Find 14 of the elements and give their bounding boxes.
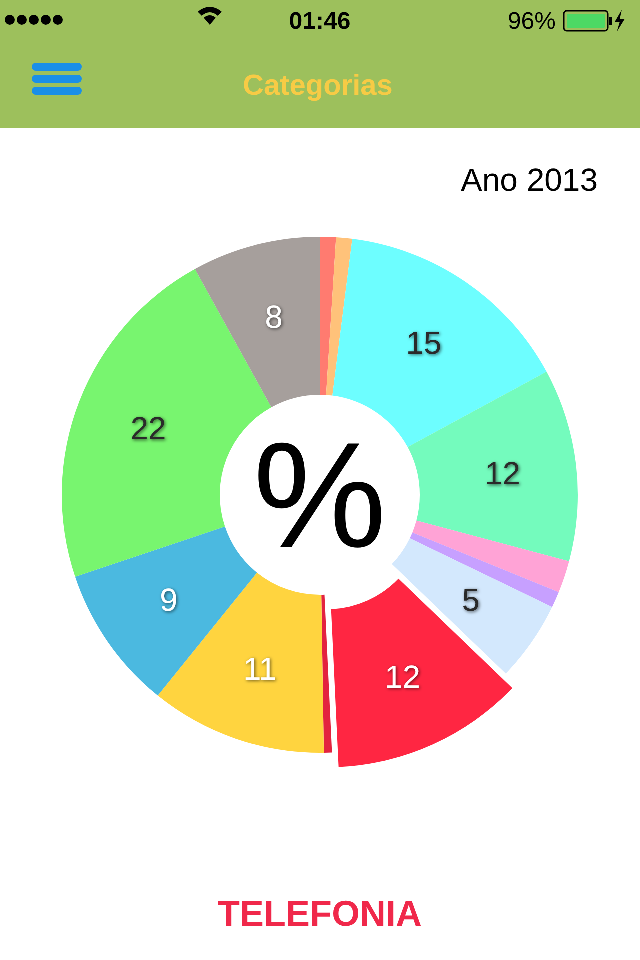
text: %: [253, 411, 387, 579]
data-label: 22: [130, 410, 166, 446]
text: TELEFONIA: [218, 893, 422, 934]
chart-title: Categorias: [243, 70, 393, 102]
data-label: 15: [406, 325, 442, 362]
text: 96%: [508, 8, 556, 35]
data-label: 11: [244, 650, 277, 687]
data-label: 9: [160, 582, 178, 618]
data-label: 12: [384, 659, 420, 696]
data-label: 5: [462, 582, 480, 618]
chart-subtitle: Ano 2013: [460, 162, 598, 198]
data-label: 12: [484, 455, 521, 492]
data-label: 8: [265, 298, 283, 335]
text: 01:46: [289, 8, 351, 35]
